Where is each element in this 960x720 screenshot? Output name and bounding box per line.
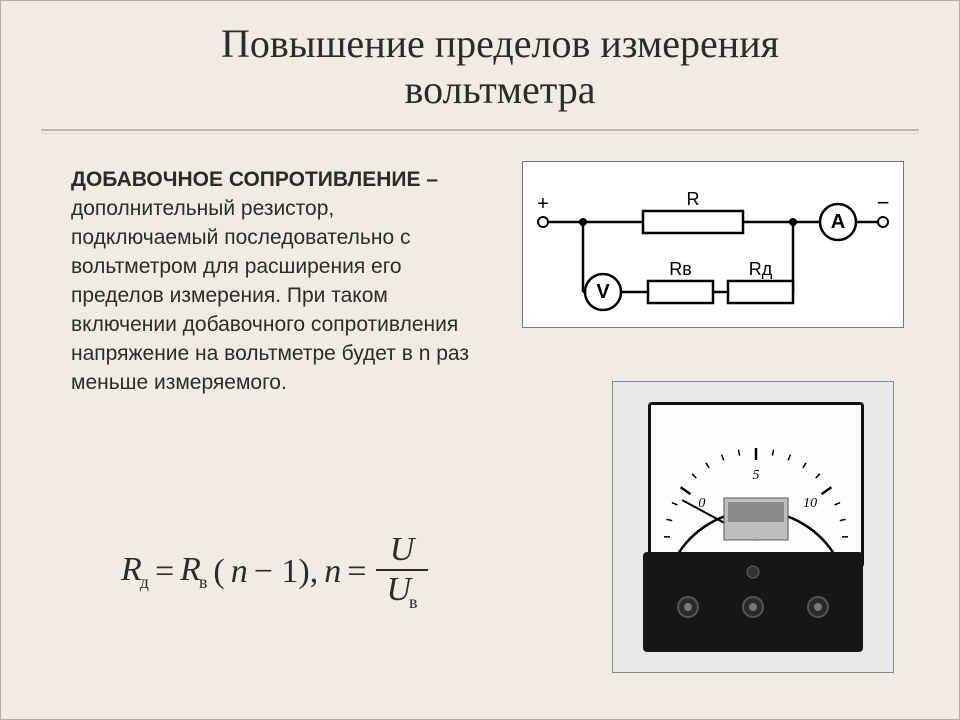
- f-n2: n: [324, 553, 341, 591]
- voltmeter-base-svg: [643, 552, 863, 652]
- f-R1: Rд: [121, 551, 149, 593]
- voltmeter-face: -5051015: [648, 402, 864, 568]
- definition-paragraph: ДОБАВОЧНОЕ СОПРОТИВЛЕНИЕ – дополнительны…: [71, 166, 471, 398]
- f-den: Uв: [376, 569, 427, 613]
- svg-text:10: 10: [803, 496, 817, 511]
- circuit-svg: R A V Rв Rд + −: [523, 162, 903, 327]
- voltmeter-photo: -5051015: [612, 381, 894, 673]
- f-open: (: [213, 553, 224, 591]
- slide: Повышение пределов измерения вольтметра …: [0, 0, 960, 720]
- voltmeter-device: -5051015: [648, 402, 858, 652]
- f-fraction: U Uв: [376, 531, 427, 613]
- svg-text:+: +: [537, 193, 549, 215]
- f-num: U: [380, 531, 425, 569]
- title-line-2: вольтметра: [404, 67, 595, 112]
- voltmeter-scale-svg: -5051015: [651, 405, 861, 565]
- page-title: Повышение пределов измерения вольтметра: [101, 21, 899, 113]
- definition-term: ДОБАВОЧНОЕ СОПРОТИВЛЕНИЕ –: [71, 168, 438, 191]
- svg-text:−: −: [877, 190, 890, 215]
- svg-text:Rв: Rв: [669, 259, 692, 279]
- svg-text:5: 5: [753, 468, 760, 483]
- svg-text:V: V: [596, 281, 610, 303]
- title-line-1: Повышение пределов измерения: [221, 21, 779, 66]
- definition-text: дополнительный резистор, подключаемый по…: [71, 197, 469, 394]
- circuit-diagram: R A V Rв Rд + −: [522, 161, 904, 328]
- title-separator: [41, 129, 919, 131]
- f-minus1: − 1),: [254, 553, 319, 591]
- f-Rv: Rв: [180, 551, 207, 593]
- svg-text:R: R: [687, 189, 700, 209]
- voltmeter-base: [643, 552, 863, 652]
- f-n: n: [231, 553, 248, 591]
- formula: Rд = Rв ( n − 1), n = U Uв: [121, 531, 428, 613]
- f-eq1: =: [155, 553, 174, 591]
- svg-text:A: A: [831, 211, 845, 233]
- f-eq2: =: [347, 553, 366, 591]
- svg-text:Rд: Rд: [749, 259, 773, 279]
